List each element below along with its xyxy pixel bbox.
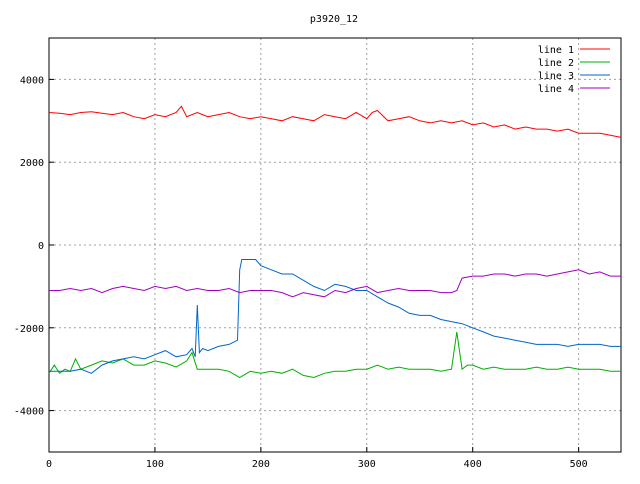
legend: line 1 line 2 line 3 line 4: [538, 45, 610, 95]
x-tick-label: 0: [46, 459, 52, 470]
series-line-4: [49, 269, 621, 298]
grid: [49, 38, 621, 452]
y-tick-label: 2000: [20, 158, 44, 169]
x-tick-label: 100: [146, 459, 164, 470]
legend-label: line 1: [538, 45, 574, 56]
legend-label: line 4: [538, 84, 574, 95]
series: [48, 105, 622, 379]
legend-label: line 3: [538, 71, 574, 82]
chart-title: p3920_12: [310, 14, 358, 25]
x-tick-label: 200: [252, 459, 270, 470]
series-line-2: [48, 331, 621, 379]
x-tick-label: 400: [464, 459, 482, 470]
y-tick-label: -2000: [14, 324, 44, 335]
series-line-3: [49, 259, 621, 374]
axis-ticks: 0 100 200 300 400 500 -4000 -2000 0 2000 4000: [14, 75, 588, 470]
y-tick-label: 4000: [20, 75, 44, 86]
y-tick-label: 0: [38, 241, 44, 252]
x-tick-label: 500: [570, 459, 588, 470]
legend-label: line 2: [538, 58, 574, 69]
x-tick-label: 300: [358, 459, 376, 470]
series-line-1: [48, 105, 622, 138]
y-tick-label: -4000: [14, 407, 44, 418]
